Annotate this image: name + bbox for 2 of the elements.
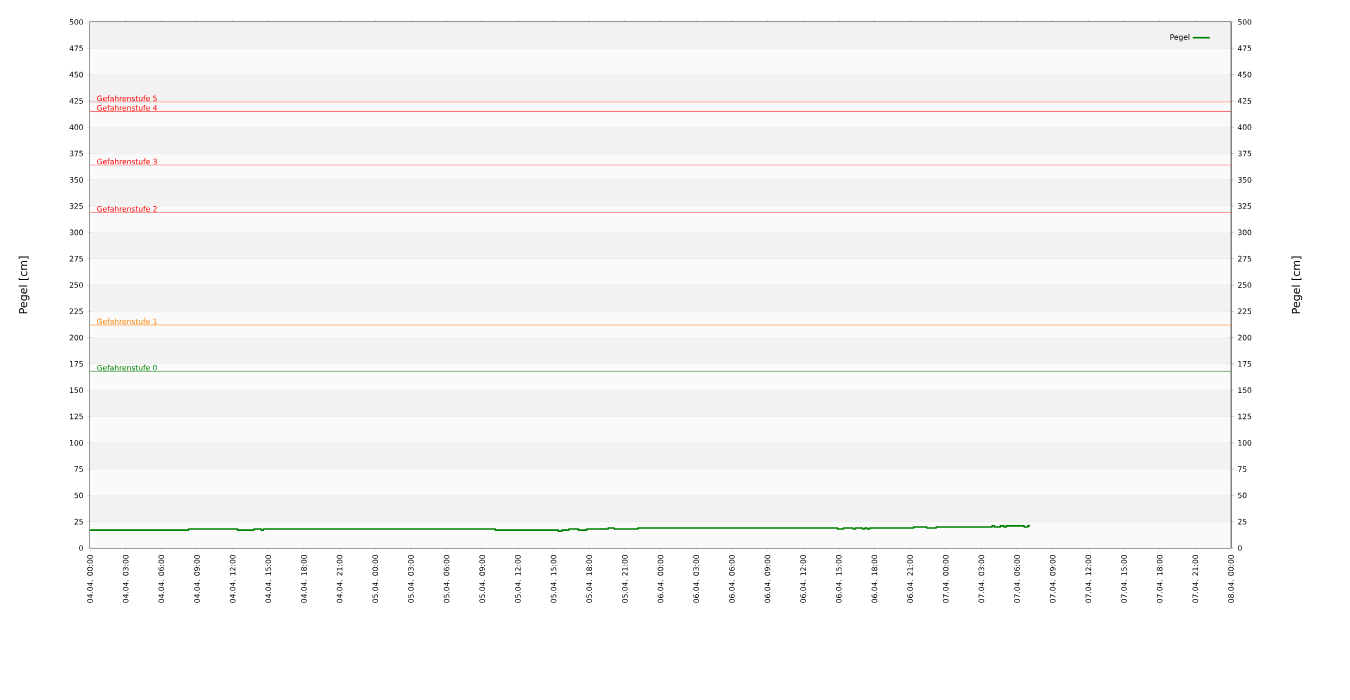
y2-axis-title: Pegel [cm]	[1291, 256, 1303, 314]
y-axis-title: Pegel [cm]	[18, 256, 30, 314]
